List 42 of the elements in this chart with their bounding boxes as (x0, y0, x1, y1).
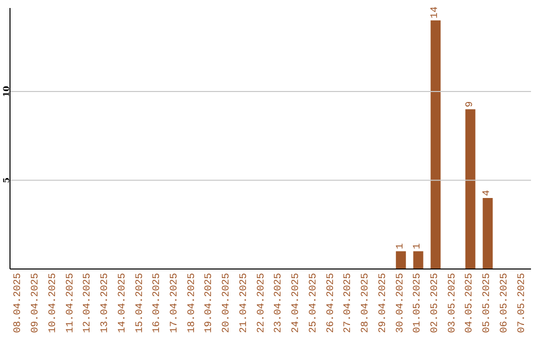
x-tick-label: 29.04.2025 (378, 273, 389, 334)
x-tick-label: 18.04.2025 (186, 273, 198, 334)
x-tick-label: 17.04.2025 (169, 273, 180, 334)
bar (465, 109, 476, 269)
x-tick-label: 16.04.2025 (152, 273, 164, 334)
x-tick-label: 13.04.2025 (100, 273, 112, 334)
x-tick-label: 19.04.2025 (204, 273, 216, 334)
data-label: 1 (412, 243, 424, 250)
y-tick-label: 5 (1, 177, 11, 184)
x-tick-label: 23.04.2025 (274, 273, 285, 334)
x-tick-label: 08.04.2025 (13, 273, 24, 334)
x-tick-label: 05.05.2025 (482, 273, 494, 334)
x-tick-label: 25.04.2025 (308, 273, 320, 334)
x-tick-label: 28.04.2025 (360, 273, 372, 334)
x-tick-label: 04.05.2025 (464, 273, 476, 334)
x-tick-label: 06.05.2025 (499, 273, 510, 334)
x-tick-label: 14.04.2025 (117, 273, 128, 334)
x-tick-label: 26.04.2025 (326, 273, 337, 334)
data-label: 9 (464, 101, 476, 108)
x-tick-label: 12.04.2025 (82, 273, 94, 334)
x-tick-label: 03.05.2025 (447, 273, 458, 334)
bar (413, 251, 424, 269)
data-label: 4 (482, 190, 494, 196)
x-tick-label: 21.04.2025 (238, 273, 250, 334)
x-tick-label: 24.04.2025 (291, 273, 302, 334)
x-tick-label: 11.04.2025 (65, 273, 76, 334)
x-tick-label: 15.04.2025 (134, 273, 146, 334)
x-tick-label: 30.04.2025 (395, 273, 406, 334)
data-label: 14 (430, 6, 442, 18)
x-tick-label: 07.05.2025 (516, 273, 528, 334)
x-tick-label: 01.05.2025 (412, 273, 424, 334)
x-tick-label: 27.04.2025 (343, 273, 354, 334)
x-tick-label: 20.04.2025 (222, 273, 233, 334)
y-tick-label: 10 (1, 85, 11, 98)
x-tick-label: 22.04.2025 (256, 273, 268, 334)
data-label: 1 (395, 243, 406, 250)
bar (396, 251, 406, 269)
x-tick-label: 09.04.2025 (30, 273, 42, 334)
x-tick-label: 10.04.2025 (48, 273, 59, 334)
bar (482, 198, 493, 269)
x-tick-label: 02.05.2025 (430, 273, 441, 334)
bar (430, 20, 441, 269)
